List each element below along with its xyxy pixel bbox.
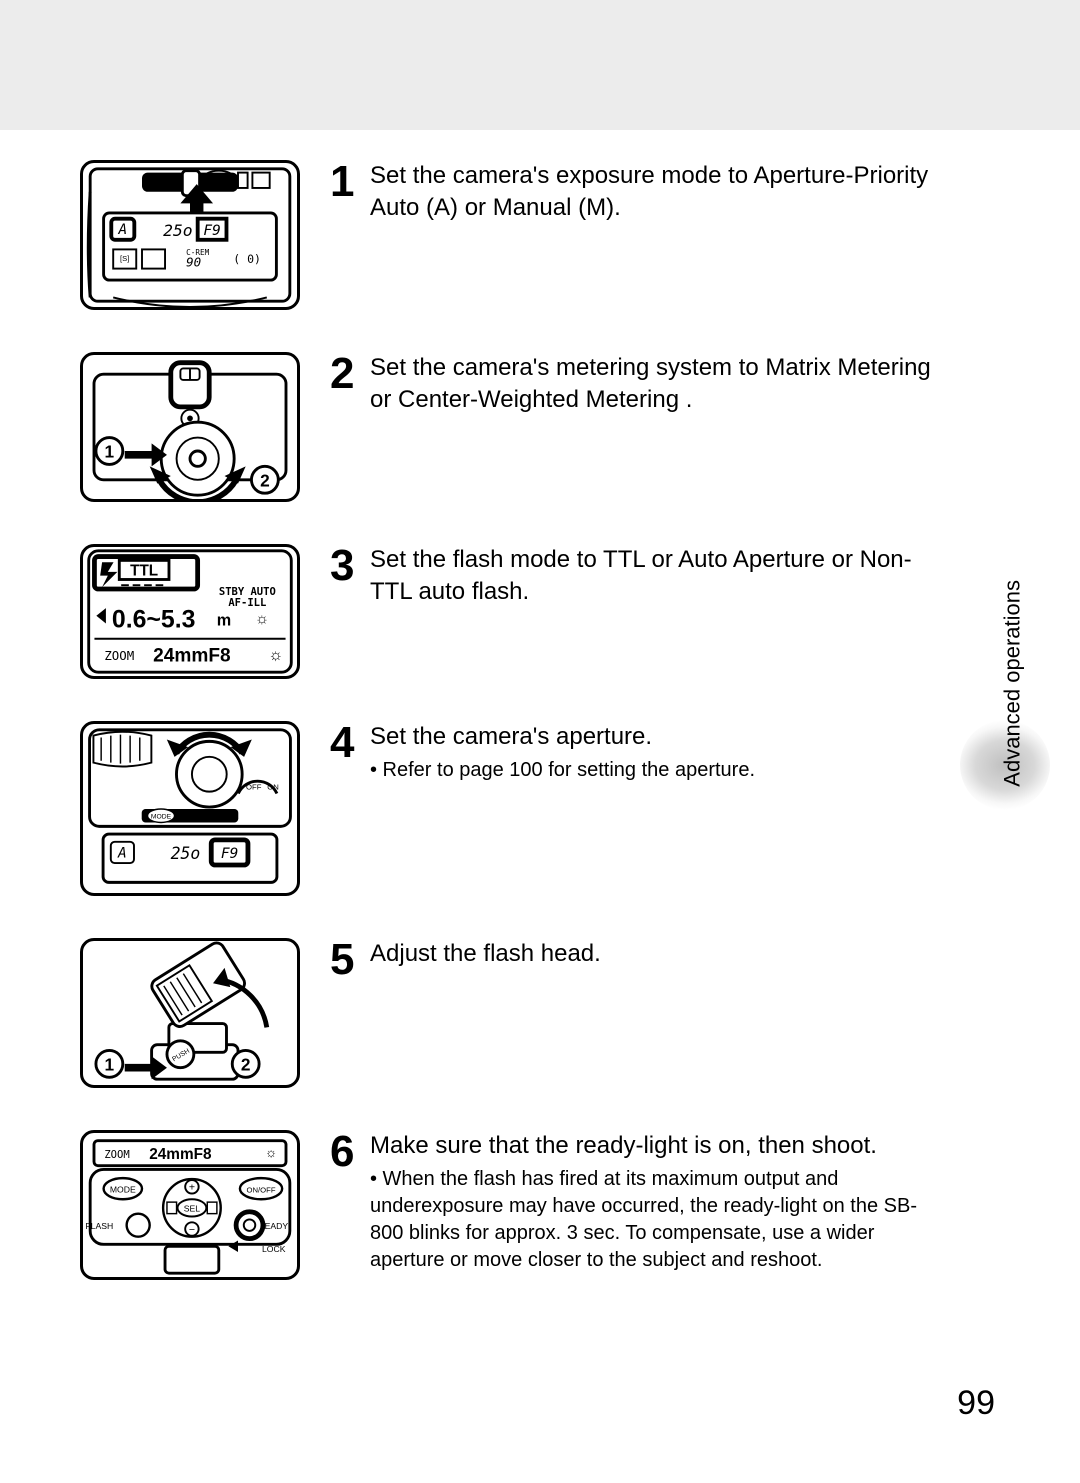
svg-text:EADY: EADY <box>265 1221 289 1231</box>
svg-text:ON/OFF: ON/OFF <box>247 1186 276 1195</box>
svg-text:ZOOM: ZOOM <box>104 648 134 663</box>
svg-text:☼: ☼ <box>265 1145 277 1160</box>
side-tab: Advanced operations <box>940 580 1060 900</box>
diagram-step-4: OFF ON MODE A 25o F9 <box>80 721 300 896</box>
step-body: Set the flash mode to TTL or Auto Apertu… <box>370 544 950 609</box>
svg-text:MODE: MODE <box>151 814 172 821</box>
step-1: MODE A 25o F9 [S] C-REM <box>80 160 950 310</box>
svg-text:A: A <box>117 222 127 238</box>
svg-text:1: 1 <box>105 442 115 462</box>
svg-text:FLASH: FLASH <box>85 1221 113 1231</box>
diagram-step-1: MODE A 25o F9 [S] C-REM <box>80 160 300 310</box>
step-2-text: 2 Set the camera's metering system to Ma… <box>330 352 950 417</box>
step-1-text: 1 Set the camera's exposure mode to Aper… <box>330 160 950 225</box>
step-number: 2 <box>330 352 360 396</box>
step-note: • When the flash has fired at its maximu… <box>370 1166 950 1274</box>
step-6: ZOOM 24mmF8 ☼ MODE ON/OFF SEL + <box>80 1130 950 1280</box>
page-number: 99 <box>957 1384 995 1423</box>
svg-text:ZOOM: ZOOM <box>104 1149 129 1161</box>
svg-text:OFF: OFF <box>246 783 262 792</box>
step-3: TTL STBY AUTO AF-ILL 0.6~5.3 m ☼ <box>80 544 950 679</box>
svg-text:25o: 25o <box>171 844 201 863</box>
diagram-step-5: PUSH 1 2 <box>80 938 300 1088</box>
step-number: 4 <box>330 721 360 765</box>
step-number: 6 <box>330 1130 360 1174</box>
step-note: • Refer to page 100 for setting the aper… <box>370 757 755 784</box>
svg-text:90: 90 <box>186 255 201 270</box>
svg-text:A: A <box>117 845 127 861</box>
manual-page: MODE A 25o F9 [S] C-REM <box>0 0 1080 1483</box>
svg-text:25o: 25o <box>163 221 192 240</box>
svg-text:( 0): ( 0) <box>233 252 261 266</box>
step-2: 1 2 2 Set the camera's metering system t… <box>80 352 950 502</box>
svg-text:1: 1 <box>105 1055 115 1075</box>
step-number: 5 <box>330 938 360 982</box>
step-body: Make sure that the ready-light is on, th… <box>370 1130 950 1162</box>
diagram-step-2: 1 2 <box>80 352 300 502</box>
svg-text:☼: ☼ <box>255 610 269 627</box>
step-5-text: 5 Adjust the flash head. <box>330 938 950 982</box>
svg-text:TTL: TTL <box>130 563 158 580</box>
step-body: Set the camera's exposure mode to Apertu… <box>370 160 950 225</box>
svg-text:F9: F9 <box>221 846 238 862</box>
svg-text:ON: ON <box>267 783 279 792</box>
svg-text:−: − <box>189 1224 195 1236</box>
svg-text:24mmF8: 24mmF8 <box>149 1146 212 1163</box>
step-4-text: 4 Set the camera's aperture. • Refer to … <box>330 721 950 784</box>
svg-text:LOCK: LOCK <box>262 1244 286 1254</box>
side-label: Advanced operations <box>1000 580 1026 787</box>
svg-text:MODE: MODE <box>209 176 230 183</box>
svg-text:24mmF8: 24mmF8 <box>153 646 231 667</box>
header-band <box>0 0 1080 130</box>
svg-text:2: 2 <box>260 471 270 491</box>
diagram-step-3: TTL STBY AUTO AF-ILL 0.6~5.3 m ☼ <box>80 544 300 679</box>
svg-text:F9: F9 <box>203 223 220 239</box>
step-body: Set the camera's metering system to Matr… <box>370 352 950 417</box>
step-3-text: 3 Set the flash mode to TTL or Auto Aper… <box>330 544 950 609</box>
content: MODE A 25o F9 [S] C-REM <box>80 160 950 1322</box>
step-6-text: 6 Make sure that the ready-light is on, … <box>330 1130 950 1274</box>
svg-text:2: 2 <box>241 1055 251 1075</box>
step-body: Adjust the flash head. <box>370 938 601 970</box>
svg-text:AF-ILL: AF-ILL <box>228 597 266 609</box>
svg-text:☼: ☼ <box>268 646 283 664</box>
step-number: 3 <box>330 544 360 588</box>
svg-text:[S]: [S] <box>120 254 129 263</box>
svg-text:MODE: MODE <box>110 1185 136 1195</box>
diagram-step-6: ZOOM 24mmF8 ☼ MODE ON/OFF SEL + <box>80 1130 300 1280</box>
svg-text:SEL: SEL <box>184 1204 201 1214</box>
step-4: OFF ON MODE A 25o F9 4 <box>80 721 950 896</box>
svg-text:m: m <box>217 611 231 629</box>
step-body: Set the camera's aperture. <box>370 721 755 753</box>
svg-text:+: + <box>189 1182 195 1194</box>
step-5: PUSH 1 2 5 Adjust the flash head. <box>80 938 950 1088</box>
svg-text:0.6~5.3: 0.6~5.3 <box>112 606 196 633</box>
svg-text:STBY AUTO: STBY AUTO <box>219 586 276 598</box>
step-number: 1 <box>330 160 360 204</box>
